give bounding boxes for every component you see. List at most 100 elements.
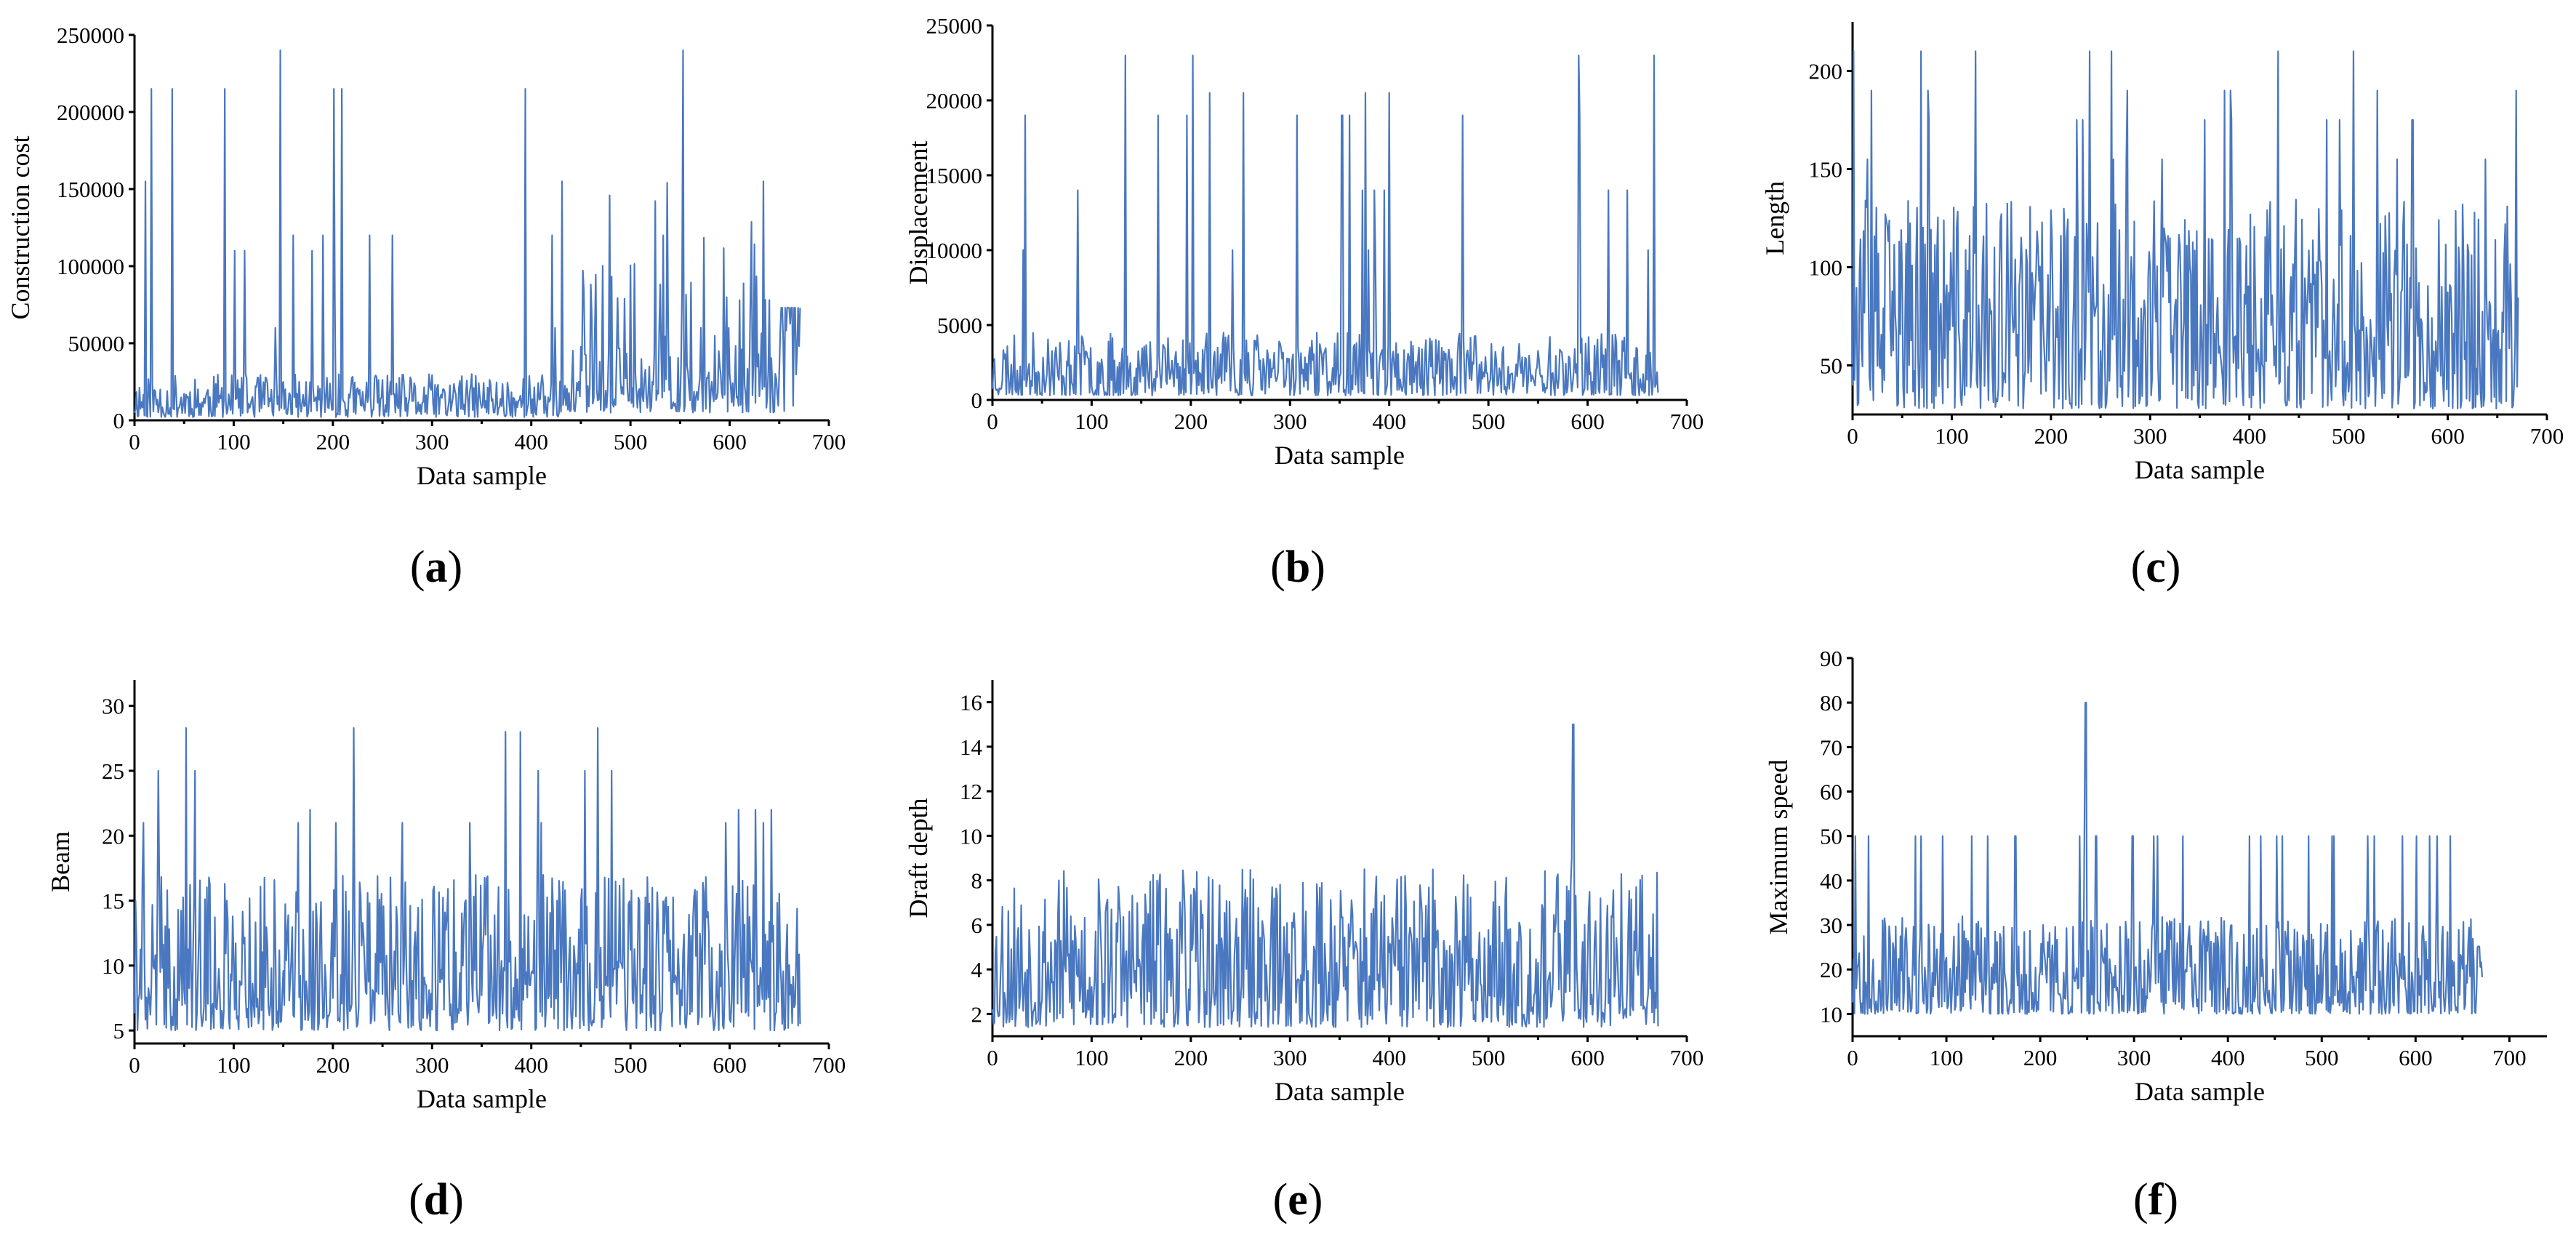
y-tick-label: 20 (102, 823, 124, 849)
x-tick-label: 700 (812, 1052, 846, 1078)
x-axis-title: Data sample (1275, 441, 1405, 470)
y-tick-label: 70 (1820, 734, 1842, 760)
x-tick-label: 400 (1372, 409, 1406, 434)
x-tick-label: 200 (1174, 1045, 1208, 1070)
y-tick-label: 50000 (68, 331, 125, 356)
x-tick-label: 700 (2492, 1045, 2527, 1070)
y-tick-label: 5 (113, 1018, 125, 1043)
y-tick-label: 150000 (57, 177, 124, 202)
y-axis-title: Length (1760, 181, 1789, 255)
x-tick-label: 700 (1670, 409, 1704, 434)
y-tick-label: 200000 (57, 100, 124, 125)
x-tick-label: 200 (316, 429, 350, 454)
x-tick-label: 600 (2399, 1045, 2433, 1070)
y-tick-label: 150 (1809, 157, 1843, 183)
y-axis-title: Construction cost (6, 136, 35, 320)
x-tick-label: 500 (1472, 1045, 1506, 1070)
x-tick-label: 200 (2034, 423, 2069, 449)
chart-panel-f: 0 100 200 300 400 500 600 700 10 20 30 40 50 60 70 80 90… (1764, 646, 2547, 1225)
panel-label: (d) (409, 1175, 464, 1225)
x-tick-label: 100 (1075, 1045, 1109, 1070)
x-tick-label: 600 (713, 1052, 747, 1078)
x-tick-label: 300 (415, 1052, 449, 1078)
x-tick-label: 500 (614, 429, 648, 454)
x-tick-label: 400 (514, 429, 548, 454)
y-tick-label: 90 (1820, 646, 1842, 671)
x-tick-label: 700 (1670, 1045, 1704, 1070)
y-axis-title: Maximum speed (1764, 760, 1793, 935)
y-tick-label: 100 (1809, 255, 1843, 281)
y-axis-title: Beam (46, 831, 75, 892)
y-tick-label: 25 (102, 758, 124, 784)
y-tick-label: 15000 (926, 163, 983, 188)
x-tick-label: 0 (987, 1045, 998, 1070)
x-tick-label: 200 (1174, 409, 1208, 434)
x-tick-label: 100 (1075, 409, 1109, 434)
chart-panel-b: 0 100 200 300 400 500 600 700 0 5000 10000 15000 200… (904, 13, 1704, 592)
panel-letter: e (1288, 1175, 1308, 1225)
x-tick-label: 400 (2232, 423, 2266, 449)
panel-letter: a (425, 542, 448, 592)
x-tick-label: 100 (217, 429, 251, 454)
x-tick-label: 0 (1847, 1045, 1858, 1070)
y-tick-label: 16 (960, 690, 982, 716)
x-axis-title: Data sample (1275, 1077, 1405, 1106)
y-tick-label: 10 (102, 953, 124, 979)
y-tick-label: 10 (1820, 1001, 1842, 1027)
x-tick-label: 600 (713, 429, 747, 454)
y-tick-label: 0 (113, 408, 125, 433)
y-tick-label: 25000 (926, 13, 983, 39)
series-line-f-0 (1851, 702, 2484, 1015)
y-tick-label: 8 (971, 868, 983, 894)
y-tick-label: 4 (971, 957, 983, 982)
y-tick-label: 14 (960, 734, 983, 760)
x-axis-title: Data sample (417, 1084, 547, 1113)
y-tick-label: 80 (1820, 690, 1842, 716)
y-tick-label: 30 (1820, 913, 1842, 938)
y-tick-label: 10 (960, 823, 982, 849)
panel-letter: f (2148, 1175, 2164, 1225)
x-axis-title: Data sample (2135, 1077, 2265, 1106)
x-tick-label: 300 (2133, 423, 2167, 449)
series-line-c-0 (1851, 50, 2519, 409)
x-tick-label: 700 (812, 429, 846, 454)
series-line-e-0 (991, 724, 1659, 1028)
y-tick-label: 12 (960, 779, 982, 804)
y-tick-label: 40 (1820, 868, 1842, 894)
panel-letter: c (2146, 542, 2166, 592)
y-tick-label: 0 (971, 388, 983, 413)
x-tick-label: 100 (217, 1052, 251, 1078)
y-tick-label: 20 (1820, 957, 1842, 982)
x-tick-label: 200 (2023, 1045, 2058, 1070)
y-tick-label: 5000 (937, 313, 982, 338)
y-axis-title: Draft depth (904, 798, 933, 918)
x-tick-label: 300 (1273, 409, 1307, 434)
panel-label: (a) (410, 542, 462, 592)
x-tick-label: 0 (129, 429, 140, 454)
panel-label: (e) (1273, 1175, 1323, 1225)
y-tick-label: 200 (1809, 59, 1843, 84)
y-tick-label: 15 (102, 889, 124, 914)
x-tick-label: 500 (1472, 409, 1506, 434)
y-tick-label: 60 (1820, 780, 1842, 805)
chart-panel-c: 0 100 200 300 400 500 600 700 50 100 150 200 Data sa… (1760, 22, 2564, 592)
x-tick-label: 400 (514, 1052, 548, 1078)
panel-label: (c) (2131, 542, 2181, 592)
series-line-d-0 (133, 726, 801, 1032)
y-tick-label: 250000 (57, 23, 124, 48)
x-tick-label: 100 (1930, 1045, 1964, 1070)
x-tick-label: 100 (1935, 423, 1969, 449)
x-tick-label: 600 (1570, 1045, 1605, 1070)
x-tick-label: 400 (1372, 1045, 1406, 1070)
x-tick-label: 500 (2305, 1045, 2339, 1070)
panel-letter: d (424, 1175, 449, 1225)
chart-panel-d: 0 100 200 300 400 500 600 700 5 10 15 20 25 30 Data sa… (46, 680, 846, 1225)
x-tick-label: 200 (316, 1052, 350, 1078)
panel-letter: b (1285, 542, 1310, 592)
y-tick-label: 30 (102, 694, 124, 719)
y-tick-label: 50 (1820, 824, 1842, 849)
y-tick-label: 2 (971, 1001, 983, 1027)
chart-panel-e: 0 100 200 300 400 500 600 700 2 4 6 8 10 12 14 16 Data s… (904, 680, 1704, 1225)
x-tick-label: 600 (2431, 423, 2465, 449)
